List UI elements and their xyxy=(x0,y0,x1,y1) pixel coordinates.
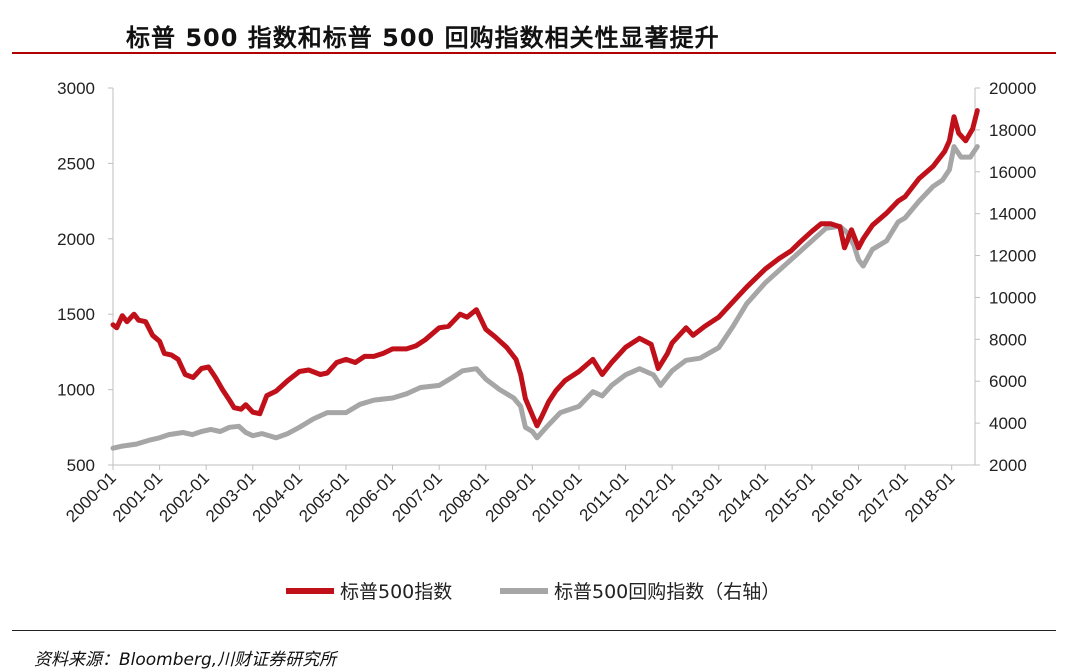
series-line-buyback xyxy=(110,144,980,451)
x-tick-label: 2018-01 xyxy=(901,468,959,526)
x-tick-label: 2014-01 xyxy=(715,468,773,526)
chart-legend: 标普500指数 标普500回购指数（右轴） xyxy=(286,581,780,603)
right-y-tick-label: 2000 xyxy=(989,456,1027,475)
x-tick-label: 2013-01 xyxy=(668,468,726,526)
x-tick-label: 2008-01 xyxy=(435,468,493,526)
right-y-tick-label: 8000 xyxy=(989,330,1027,349)
series-layer xyxy=(110,108,980,451)
left-y-tick-label: 2500 xyxy=(57,154,95,173)
legend-buyback-label: 标普500回购指数（右轴） xyxy=(554,581,780,603)
left-y-tick-label: 1500 xyxy=(57,305,95,324)
x-tick-label: 2002-01 xyxy=(155,468,213,526)
title-divider xyxy=(12,52,1056,54)
left-y-tick-label: 500 xyxy=(67,456,95,475)
x-tick-label: 2010-01 xyxy=(528,468,586,526)
x-tick-label: 2015-01 xyxy=(761,468,819,526)
x-tick-label: 2000-01 xyxy=(62,468,120,526)
x-tick-label: 2011-01 xyxy=(576,468,633,525)
legend-sp500-label: 标普500指数 xyxy=(340,581,452,603)
right-y-tick-label: 18000 xyxy=(989,121,1036,140)
right-y-tick-label: 10000 xyxy=(989,288,1036,307)
x-tick-label: 2016-01 xyxy=(808,468,866,526)
x-tick-label: 2001-01 xyxy=(109,468,167,526)
x-tick-label: 2005-01 xyxy=(295,468,353,526)
left-y-tick-label: 2000 xyxy=(57,230,95,249)
x-tick-label: 2007-01 xyxy=(388,468,446,526)
x-tick-label: 2004-01 xyxy=(249,468,307,526)
x-tick-label: 2012-01 xyxy=(621,468,679,526)
chart-title: 标普 500 指数和标普 500 回购指数相关性显著提升 xyxy=(126,24,720,52)
right-y-tick-label: 20000 xyxy=(989,79,1036,98)
right-y-tick-label: 6000 xyxy=(989,372,1027,391)
series-line-sp500 xyxy=(110,108,980,429)
x-tick-label: 2017-01 xyxy=(854,468,912,526)
source-note: 资料来源：Bloomberg,川财证券研究所 xyxy=(34,650,337,670)
x-tick-label: 2003-01 xyxy=(202,468,260,526)
right-y-tick-label: 12000 xyxy=(989,247,1036,266)
line-chart: 500 1000 1500 2000 2500 3000 2000 4000 6000 8000 1… xyxy=(57,79,1036,603)
right-y-tick-label: 16000 xyxy=(989,163,1036,182)
right-y-tick-label: 4000 xyxy=(989,414,1027,433)
left-y-tick-label: 1000 xyxy=(57,381,95,400)
x-tick-label: 2009-01 xyxy=(482,468,540,526)
x-tick-label: 2006-01 xyxy=(342,468,400,526)
left-y-tick-label: 3000 xyxy=(57,79,95,98)
footer-divider xyxy=(12,630,1056,631)
chart-axes: 500 1000 1500 2000 2500 3000 2000 4000 6000 8000 1… xyxy=(57,79,1036,526)
right-y-tick-label: 14000 xyxy=(989,205,1036,224)
